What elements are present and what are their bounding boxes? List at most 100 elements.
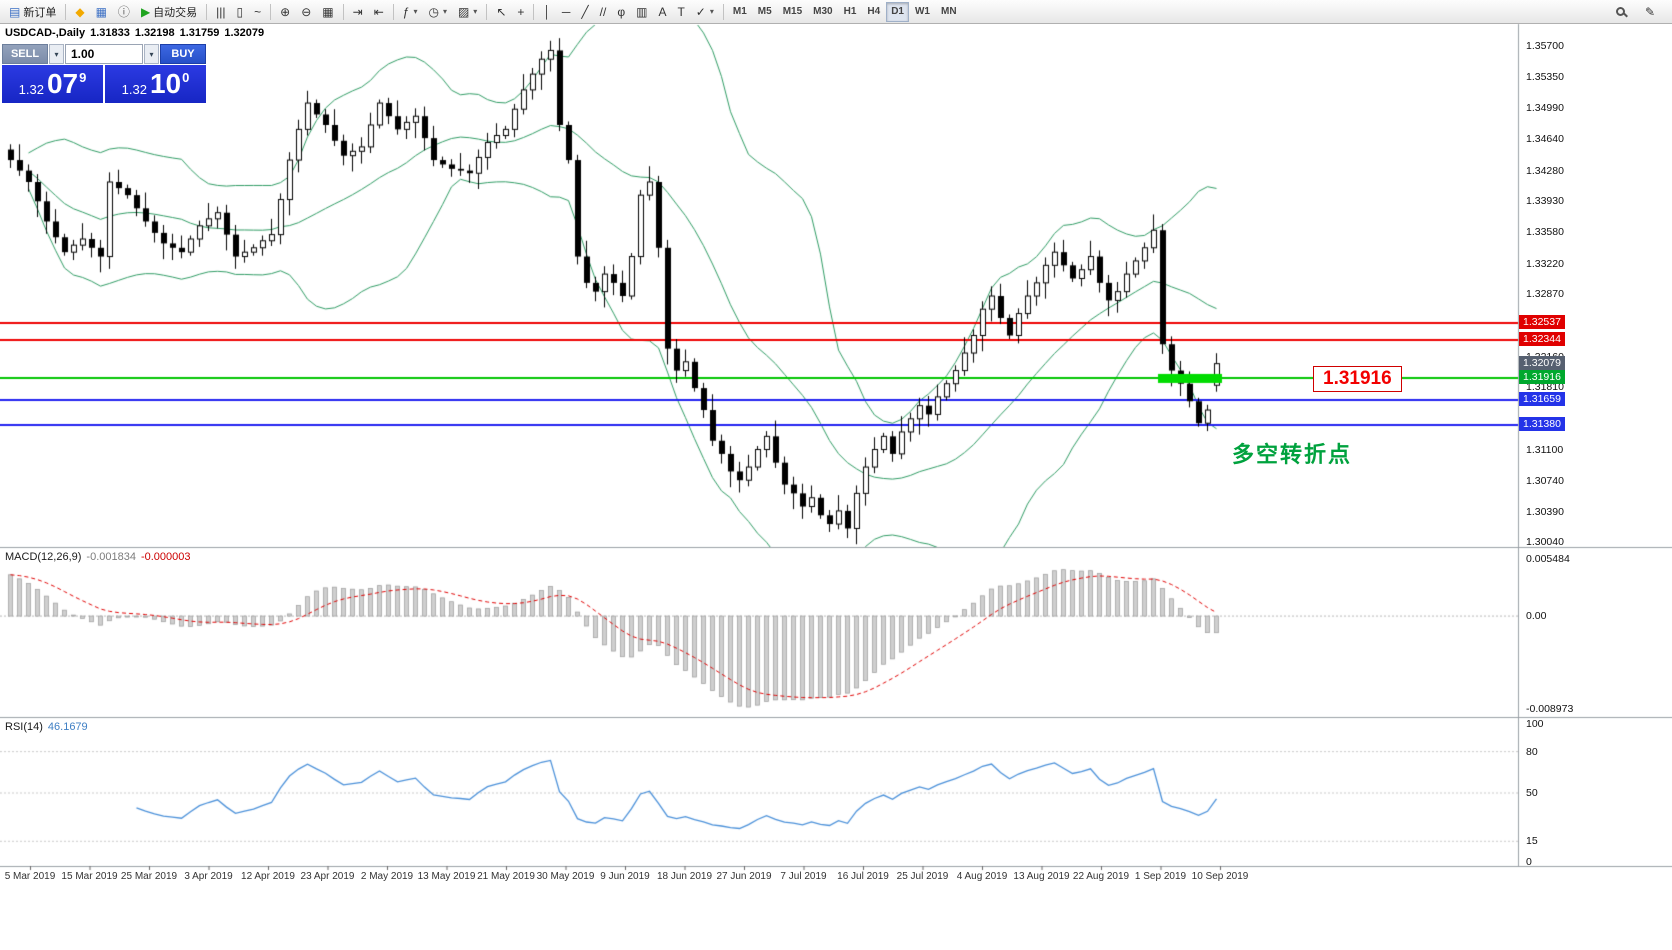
- sell-button[interactable]: SELL: [2, 44, 48, 64]
- timeframe-m5-button[interactable]: M5: [753, 2, 777, 22]
- trendline-button[interactable]: ╱: [576, 2, 593, 22]
- trendline-icon: ╱: [581, 4, 589, 19]
- market-watch-button[interactable]: ▦: [91, 2, 112, 22]
- fibonacci-button[interactable]: φ: [612, 2, 630, 22]
- zoom-in-button[interactable]: ⊕: [275, 2, 295, 22]
- buy-button[interactable]: BUY: [160, 44, 206, 64]
- price-tick-label: 1.34640: [1526, 133, 1564, 146]
- macd-name: MACD(12,26,9): [5, 551, 82, 563]
- symbol-period-label: USDCAD-,Daily: [5, 27, 86, 39]
- periods-icon: ◷: [428, 4, 439, 19]
- toolbar-separator: [722, 3, 724, 20]
- price-level-box: 1.32344: [1519, 332, 1565, 347]
- price-tick-label: 1.30740: [1526, 475, 1564, 488]
- line-chart-mode-button[interactable]: ~: [249, 2, 266, 22]
- dropdown-caret-icon: ▾: [442, 7, 447, 16]
- macd-tick-label: 0.005484: [1526, 553, 1570, 566]
- date-label: 25 Jul 2019: [896, 871, 949, 882]
- turning-point-annotation: 多空转折点: [1232, 442, 1353, 467]
- data-window-button[interactable]: ⓘ: [113, 2, 135, 22]
- shapes-button[interactable]: ▥: [631, 2, 652, 22]
- rsi-tick-label: 80: [1526, 745, 1538, 758]
- autotrading-icon: ▶: [140, 4, 151, 19]
- price-tick-label: 1.30390: [1526, 505, 1564, 518]
- text-button[interactable]: A: [653, 2, 671, 22]
- price-level-box: 1.31380: [1519, 416, 1565, 431]
- search-button[interactable]: [1611, 2, 1630, 22]
- metaeditor-button[interactable]: ◆: [70, 2, 89, 22]
- buy-price-box[interactable]: 1.32 10 0: [105, 65, 206, 103]
- timeframe-d1-button[interactable]: D1: [886, 1, 909, 22]
- ohlc-low-value: 1.31759: [179, 27, 220, 39]
- bar-chart-mode-button[interactable]: |||: [211, 2, 230, 22]
- macd-indicator-label: MACD(12,26,9) -0.001834 -0.000003: [5, 551, 191, 563]
- price-level-box: 1.31916: [1519, 369, 1565, 384]
- label-icon: T: [677, 4, 685, 19]
- periods-button[interactable]: ◷ ▾: [423, 2, 452, 22]
- sell-options-dropdown[interactable]: ▾: [49, 44, 64, 64]
- quick-edit-button[interactable]: ✎: [1640, 2, 1660, 22]
- candlestick-mode-button[interactable]: ▯: [232, 2, 249, 22]
- price-tick-label: 1.31810: [1526, 381, 1564, 394]
- one-click-trading-panel: SELL ▾ ▾ BUY 1.32 07 9 1.32 10 0: [2, 44, 206, 103]
- vertical-line-icon: │: [543, 4, 551, 19]
- date-label: 4 Aug 2019: [956, 871, 1008, 882]
- templates-icon: ▨: [457, 4, 470, 19]
- timeframe-m15-button[interactable]: M15: [778, 2, 807, 22]
- price-tick-label: 1.34990: [1526, 102, 1564, 115]
- chart-shift-button[interactable]: ⇤: [369, 2, 389, 22]
- line-chart-mode-icon: ~: [254, 4, 262, 19]
- new-order-button[interactable]: ▤ 新订单: [4, 2, 61, 22]
- cursor-button[interactable]: ↖: [491, 2, 511, 22]
- price-tick-label: 1.32870: [1526, 288, 1564, 301]
- channel-icon: //: [599, 4, 607, 19]
- timeframe-m1-button[interactable]: M1: [728, 2, 752, 22]
- price-tick-label: 1.30040: [1526, 536, 1564, 549]
- toolbar-separator: [270, 3, 272, 20]
- metaeditor-icon: ◆: [75, 4, 85, 19]
- templates-button[interactable]: ▨ ▾: [453, 2, 482, 22]
- sell-price-box[interactable]: 1.32 07 9: [2, 65, 103, 103]
- buy-price-figure: 1.32: [121, 81, 147, 97]
- date-label: 18 Jun 2019: [656, 871, 713, 882]
- toolbar-separator: [486, 3, 488, 20]
- horizontal-line-button[interactable]: ─: [557, 2, 576, 22]
- price-level-box: 1.32537: [1519, 315, 1565, 330]
- zoom-out-button[interactable]: ⊖: [296, 2, 316, 22]
- price-tick-label: 1.35350: [1526, 70, 1564, 83]
- vertical-line-button[interactable]: │: [538, 2, 556, 22]
- price-tick-label: 1.34280: [1526, 164, 1564, 177]
- timeframe-w1-button[interactable]: W1: [910, 2, 935, 22]
- date-label: 27 Jun 2019: [716, 871, 772, 882]
- timeframe-h1-button[interactable]: H1: [839, 2, 862, 22]
- channel-button[interactable]: //: [595, 2, 612, 22]
- price-tick-label: 1.31100: [1526, 443, 1564, 456]
- ohlc-high-value: 1.32198: [134, 27, 175, 39]
- chevron-down-icon: ▾: [149, 49, 154, 59]
- timeframe-mn-button[interactable]: MN: [936, 2, 962, 22]
- fibonacci-icon: φ: [617, 4, 626, 19]
- ohlc-close-value: 1.32079: [224, 27, 265, 39]
- label-button[interactable]: T: [672, 2, 689, 22]
- search-icon: [1615, 7, 1625, 16]
- volume-input[interactable]: [65, 44, 143, 64]
- horizontal-line-icon: ─: [561, 4, 571, 19]
- auto-scroll-button[interactable]: ⇥: [348, 2, 368, 22]
- autotrading-button[interactable]: ▶ 自动交易: [136, 2, 202, 22]
- volume-dropdown[interactable]: ▾: [144, 44, 159, 64]
- crosshair-button[interactable]: +: [512, 2, 529, 22]
- sell-price-figure: 1.32: [18, 81, 44, 97]
- arrows-button[interactable]: ✓ ▾: [691, 2, 719, 22]
- bar-chart-mode-icon: |||: [216, 4, 226, 19]
- date-label: 16 Jul 2019: [837, 871, 889, 882]
- cursor-icon: ↖: [496, 4, 507, 19]
- timeframe-m30-button[interactable]: M30: [808, 2, 837, 22]
- crosshair-icon: +: [517, 4, 525, 19]
- timeframe-h4-button[interactable]: H4: [862, 2, 885, 22]
- tile-windows-button[interactable]: ▦: [317, 2, 338, 22]
- toolbar-separator: [533, 3, 535, 20]
- price-tick-label: 1.35700: [1526, 40, 1564, 53]
- indicators-button[interactable]: ƒ ▾: [398, 2, 423, 22]
- shapes-icon: ▥: [636, 4, 648, 19]
